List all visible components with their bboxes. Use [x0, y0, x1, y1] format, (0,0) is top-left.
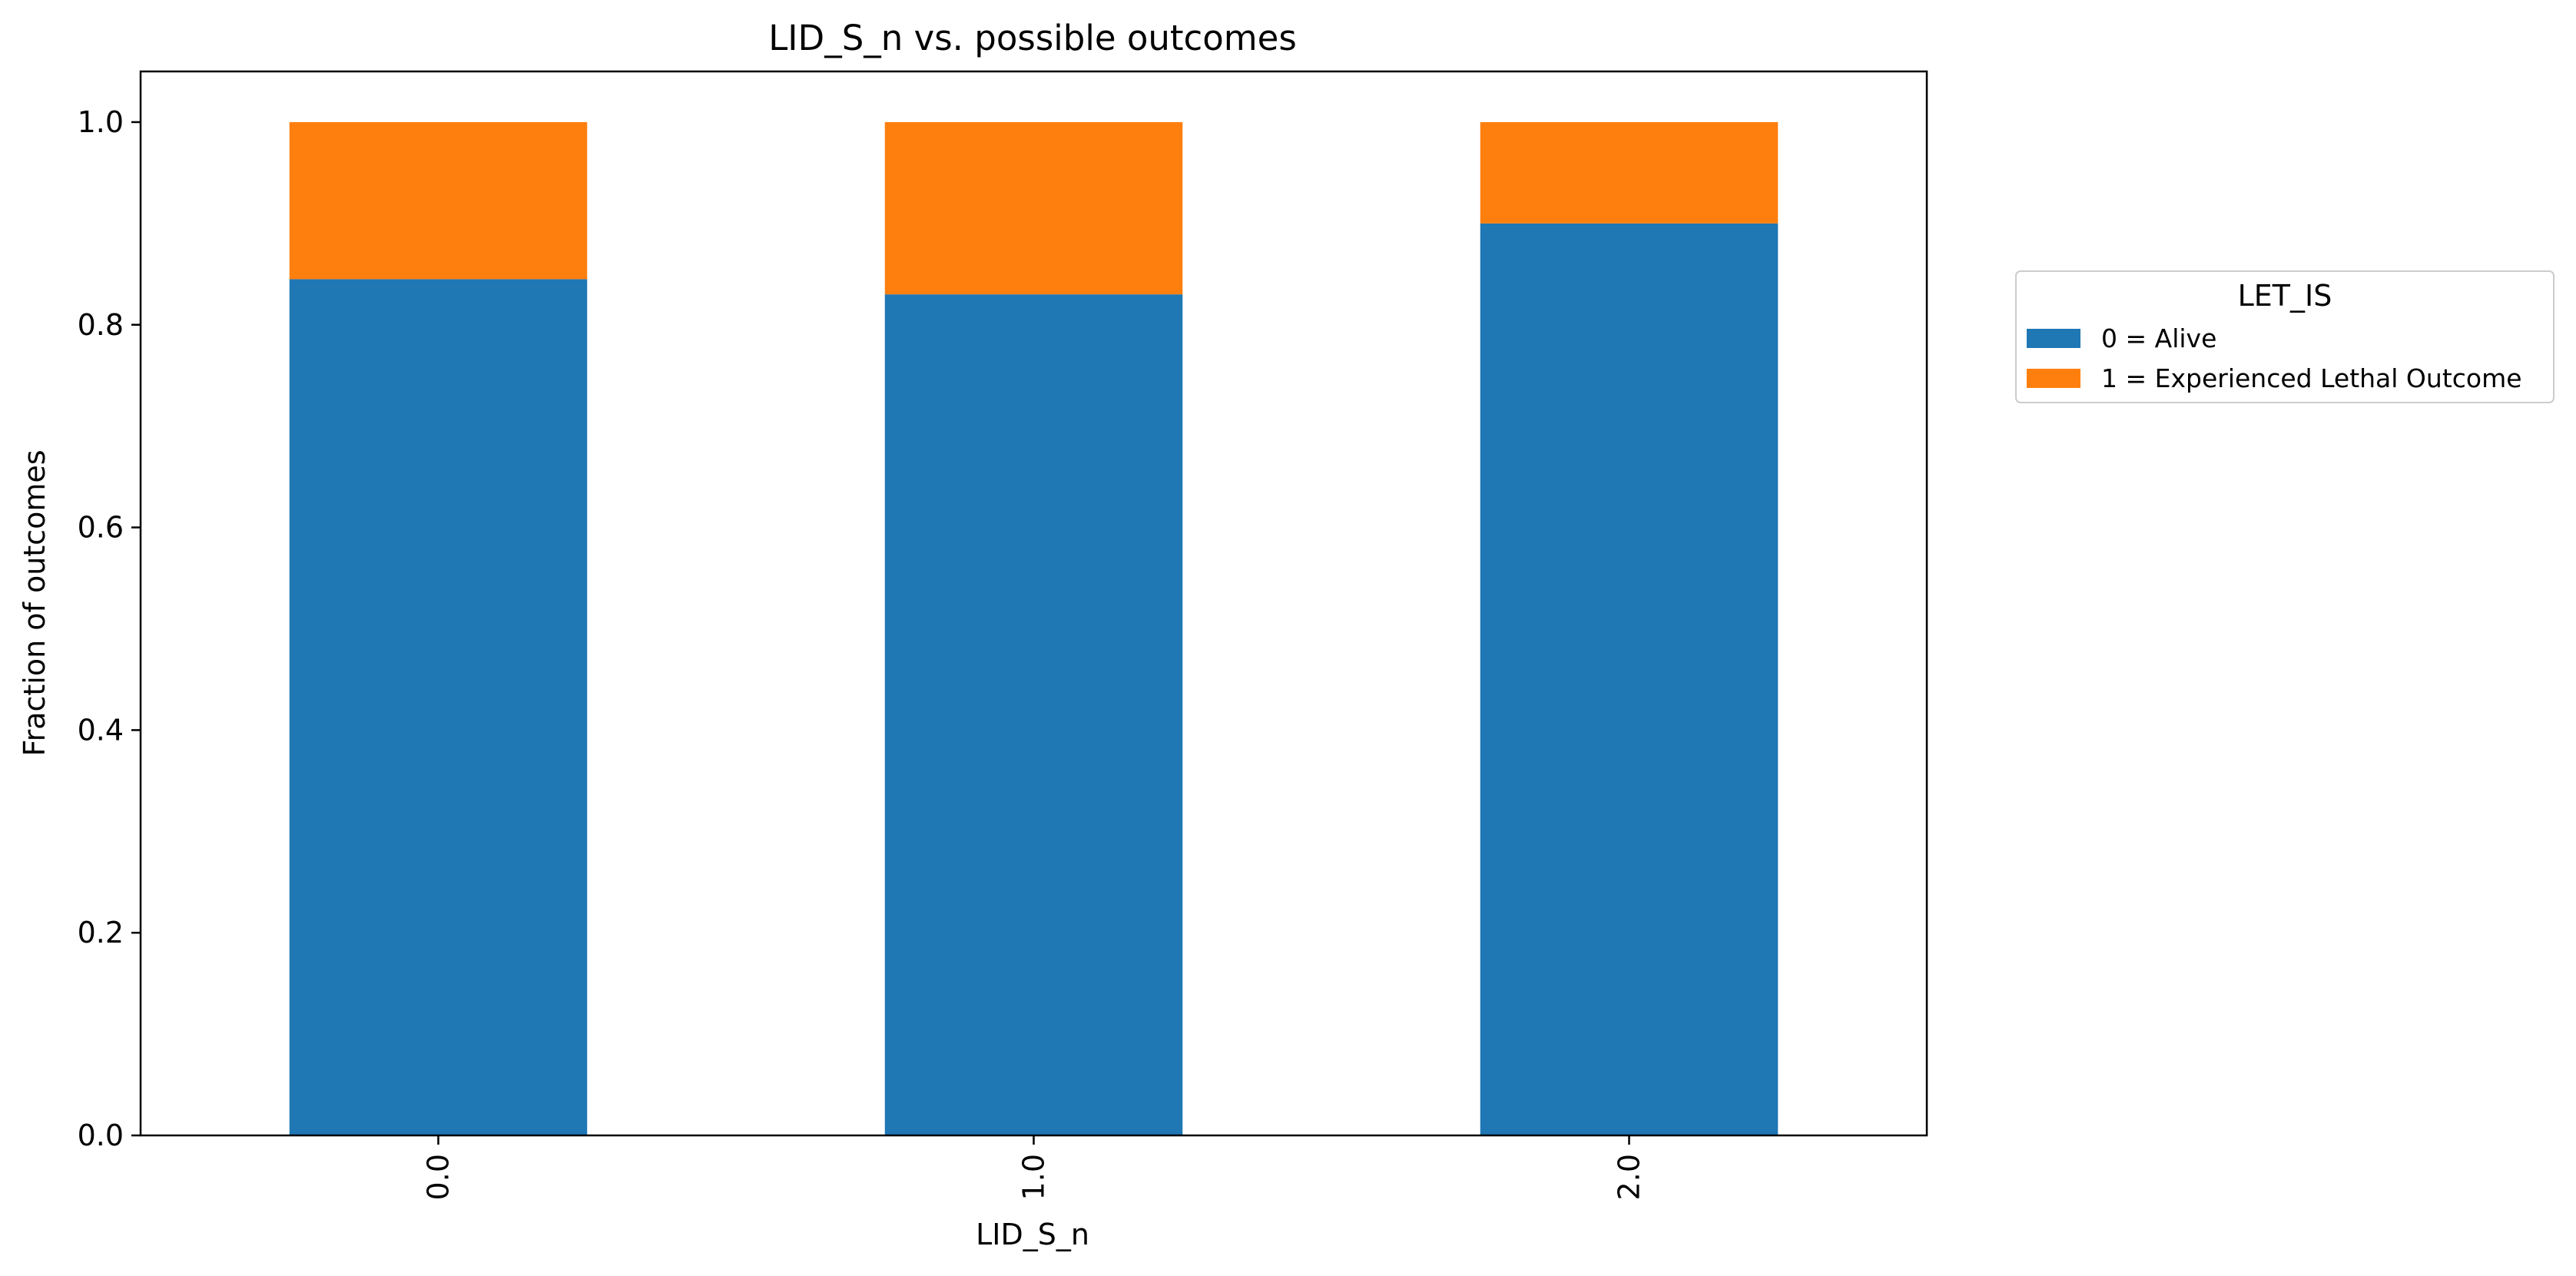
- legend-entry-1: 1 = Experienced Lethal Outcome: [2101, 363, 2522, 393]
- bar-2.0-series-0: [1480, 223, 1779, 1135]
- chart-title: LID_S_n vs. possible outcomes: [768, 18, 1297, 58]
- x-axis-label: LID_S_n: [976, 1218, 1089, 1251]
- y-axis-label: Fraction of outcomes: [18, 449, 51, 756]
- bars-group: [289, 121, 1779, 1136]
- legend-title: LET_IS: [2238, 279, 2332, 313]
- x-tick-label: 1.0: [1017, 1154, 1051, 1200]
- y-tick-label: 0.0: [78, 1119, 124, 1152]
- bar-0.0-series-1: [289, 121, 588, 280]
- bar-2.0-series-1: [1480, 121, 1779, 224]
- x-axis: 0.0 1.0 2.0: [422, 1135, 1646, 1200]
- y-tick-label: 1.0: [78, 105, 124, 139]
- legend: LET_IS 0 = Alive 1 = Experienced Lethal O…: [2015, 270, 2554, 403]
- legend-frame: [2015, 270, 2554, 403]
- bar-1.0-series-1: [884, 121, 1183, 295]
- legend-entry-0: 0 = Alive: [2101, 323, 2216, 353]
- x-tick-label: 0.0: [422, 1154, 456, 1200]
- y-tick-label: 0.6: [78, 511, 124, 545]
- legend-swatch-1: [2027, 369, 2080, 388]
- y-tick-label: 0.8: [78, 308, 124, 342]
- y-tick-label: 0.4: [78, 713, 124, 747]
- bar-1.0-series-0: [884, 294, 1183, 1136]
- bar-0.0-series-0: [289, 279, 588, 1135]
- y-tick-label: 0.2: [78, 916, 124, 950]
- y-axis: 0.0 0.2 0.4 0.6 0.8 1.0: [78, 105, 141, 1152]
- x-tick-label: 2.0: [1613, 1154, 1646, 1200]
- legend-swatch-0: [2027, 329, 2080, 348]
